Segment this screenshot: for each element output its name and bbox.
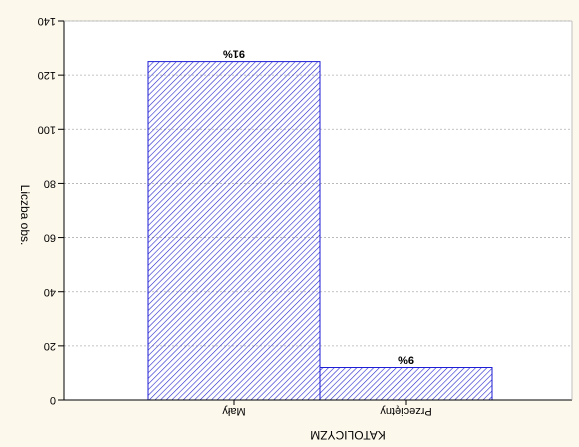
data-label: 91% (223, 48, 245, 60)
x-tick-label: Przeciętny (380, 405, 432, 417)
y-tick-label: 60 (44, 232, 56, 244)
y-tick-label: 80 (44, 178, 56, 190)
y-tick-label: 40 (44, 286, 56, 298)
data-label: 9% (398, 354, 414, 366)
axes (58, 20, 573, 405)
x-axis-title: KATOLICYZM (310, 428, 386, 442)
y-tick-label: 0 (50, 394, 56, 406)
x-tick-label: Mały (222, 405, 246, 417)
y-tick-label: 20 (44, 340, 56, 352)
y-axis-title: Liczba obs. (18, 185, 32, 246)
bar (147, 61, 321, 401)
y-tick-label: 100 (38, 123, 56, 135)
y-tick-label: 140 (38, 15, 56, 27)
labels: 0 20 40 60 80 100 120 140 Mały 91% Przeciętny 9% KAT… (18, 15, 432, 442)
bar (319, 367, 493, 401)
bars (147, 61, 493, 401)
y-tick-label: 120 (38, 69, 56, 81)
